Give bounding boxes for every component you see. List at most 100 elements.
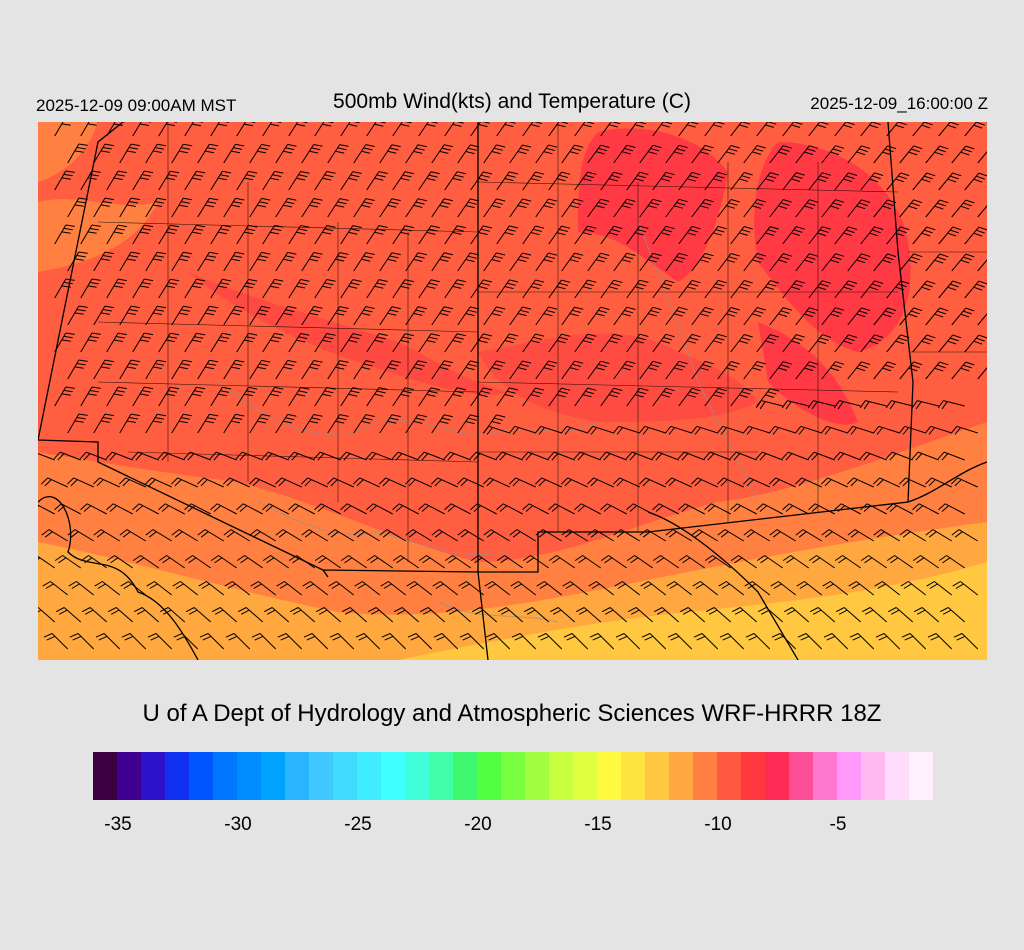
wind-barb xyxy=(756,280,779,299)
wind-barb xyxy=(341,607,368,623)
wind-barb xyxy=(457,252,480,272)
wind-barb xyxy=(886,555,914,569)
wind-barb xyxy=(366,333,388,353)
wind-barb xyxy=(119,305,140,326)
wind-barb xyxy=(391,451,419,461)
model-credit: U of A Dept of Hydrology and Atmospheric… xyxy=(142,700,882,727)
wind-barb xyxy=(770,581,797,596)
wind-barb xyxy=(184,386,206,407)
wind-barb xyxy=(639,252,662,272)
wind-barb xyxy=(184,122,204,137)
wind-barb xyxy=(68,581,95,596)
wind-barb xyxy=(107,607,134,623)
wind-barb xyxy=(704,503,731,515)
colorbar-swatch xyxy=(237,752,261,800)
wind-barb xyxy=(171,359,193,380)
wind-barb xyxy=(705,607,732,623)
wind-barb xyxy=(418,279,440,299)
terrain-contours xyxy=(217,221,759,623)
wind-barb xyxy=(860,503,887,515)
wind-barb xyxy=(405,144,427,164)
wind-barb xyxy=(535,306,558,326)
wind-barb xyxy=(652,387,675,407)
wind-barb xyxy=(418,171,440,191)
wind-barb xyxy=(912,172,936,191)
wind-barb xyxy=(951,199,975,218)
wind-barb xyxy=(184,278,206,299)
wind-barb xyxy=(496,387,519,407)
wind-barb xyxy=(457,414,480,434)
wind-barb xyxy=(925,361,949,380)
wind-barb xyxy=(482,425,510,435)
wind-barb xyxy=(80,170,101,191)
wind-barb xyxy=(444,225,467,245)
wind-barb xyxy=(418,555,446,569)
wind-barb xyxy=(340,555,368,569)
wind-barb xyxy=(145,529,172,542)
wind-barb xyxy=(173,633,199,650)
wind-barb xyxy=(820,425,848,435)
wind-barb xyxy=(262,170,284,191)
wind-barb xyxy=(184,170,206,191)
wind-barb xyxy=(405,360,427,380)
wind-barb xyxy=(626,555,654,569)
wind-barb xyxy=(768,477,796,488)
wind-barb xyxy=(899,361,923,380)
wind-barb xyxy=(951,145,975,164)
wind-barb xyxy=(613,306,636,326)
wind-barb xyxy=(184,555,212,569)
wind-barb xyxy=(119,143,140,164)
wind-barb xyxy=(964,280,987,299)
wind-barb xyxy=(197,251,219,272)
wind-barb xyxy=(821,529,848,542)
wind-barb xyxy=(626,279,649,299)
wind-barb xyxy=(874,581,901,596)
wind-barb xyxy=(743,199,766,218)
wind-barb xyxy=(132,503,159,515)
wind-barb xyxy=(80,278,101,299)
wind-barb xyxy=(716,477,744,488)
wind-barb xyxy=(859,451,887,461)
wind-barb xyxy=(121,633,147,650)
wind-barb xyxy=(288,171,310,191)
wind-barb xyxy=(495,451,523,461)
wind-barb xyxy=(561,252,584,272)
wind-barb xyxy=(236,122,256,137)
wind-barb xyxy=(431,360,454,380)
colorbar-tick-label: -30 xyxy=(224,814,252,835)
wind-barb xyxy=(392,503,419,515)
wind-barb xyxy=(692,581,719,596)
wind-barb xyxy=(339,451,367,461)
wind-barb xyxy=(625,451,653,461)
wind-barb xyxy=(834,172,858,191)
wind-barb xyxy=(808,172,832,191)
wind-barb xyxy=(639,529,666,542)
wind-barb xyxy=(353,360,375,380)
wind-barb xyxy=(612,477,640,488)
wind-barb xyxy=(626,503,653,515)
wind-barb xyxy=(964,334,987,353)
wind-barb xyxy=(756,334,779,353)
wind-barb xyxy=(588,581,615,596)
wind-barb xyxy=(405,529,432,542)
wind-barb xyxy=(563,633,589,650)
wind-barb xyxy=(95,633,121,650)
wind-barb xyxy=(326,477,354,488)
colorbar-swatch xyxy=(789,752,813,800)
wind-barb xyxy=(328,581,355,596)
temperature-fill-regions xyxy=(38,122,987,660)
wind-barb xyxy=(795,199,819,218)
wind-barb xyxy=(626,171,649,191)
wind-barb xyxy=(912,122,936,137)
wind-barb xyxy=(340,333,362,353)
wind-barb xyxy=(274,477,302,488)
wind-barb xyxy=(756,555,784,569)
wind-barb xyxy=(561,198,584,218)
wind-barb xyxy=(222,477,250,488)
wind-barb xyxy=(846,425,874,435)
wind-barb xyxy=(275,529,302,542)
wind-barb xyxy=(704,122,725,137)
wind-barb xyxy=(366,555,394,569)
wind-barb xyxy=(561,529,588,542)
wind-barb xyxy=(418,122,438,137)
